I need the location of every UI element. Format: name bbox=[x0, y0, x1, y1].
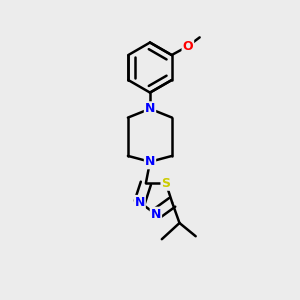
Text: N: N bbox=[134, 196, 145, 209]
Text: N: N bbox=[151, 208, 161, 221]
Text: O: O bbox=[183, 40, 193, 53]
Text: S: S bbox=[161, 177, 170, 190]
Text: N: N bbox=[145, 155, 155, 168]
Text: N: N bbox=[145, 102, 155, 115]
